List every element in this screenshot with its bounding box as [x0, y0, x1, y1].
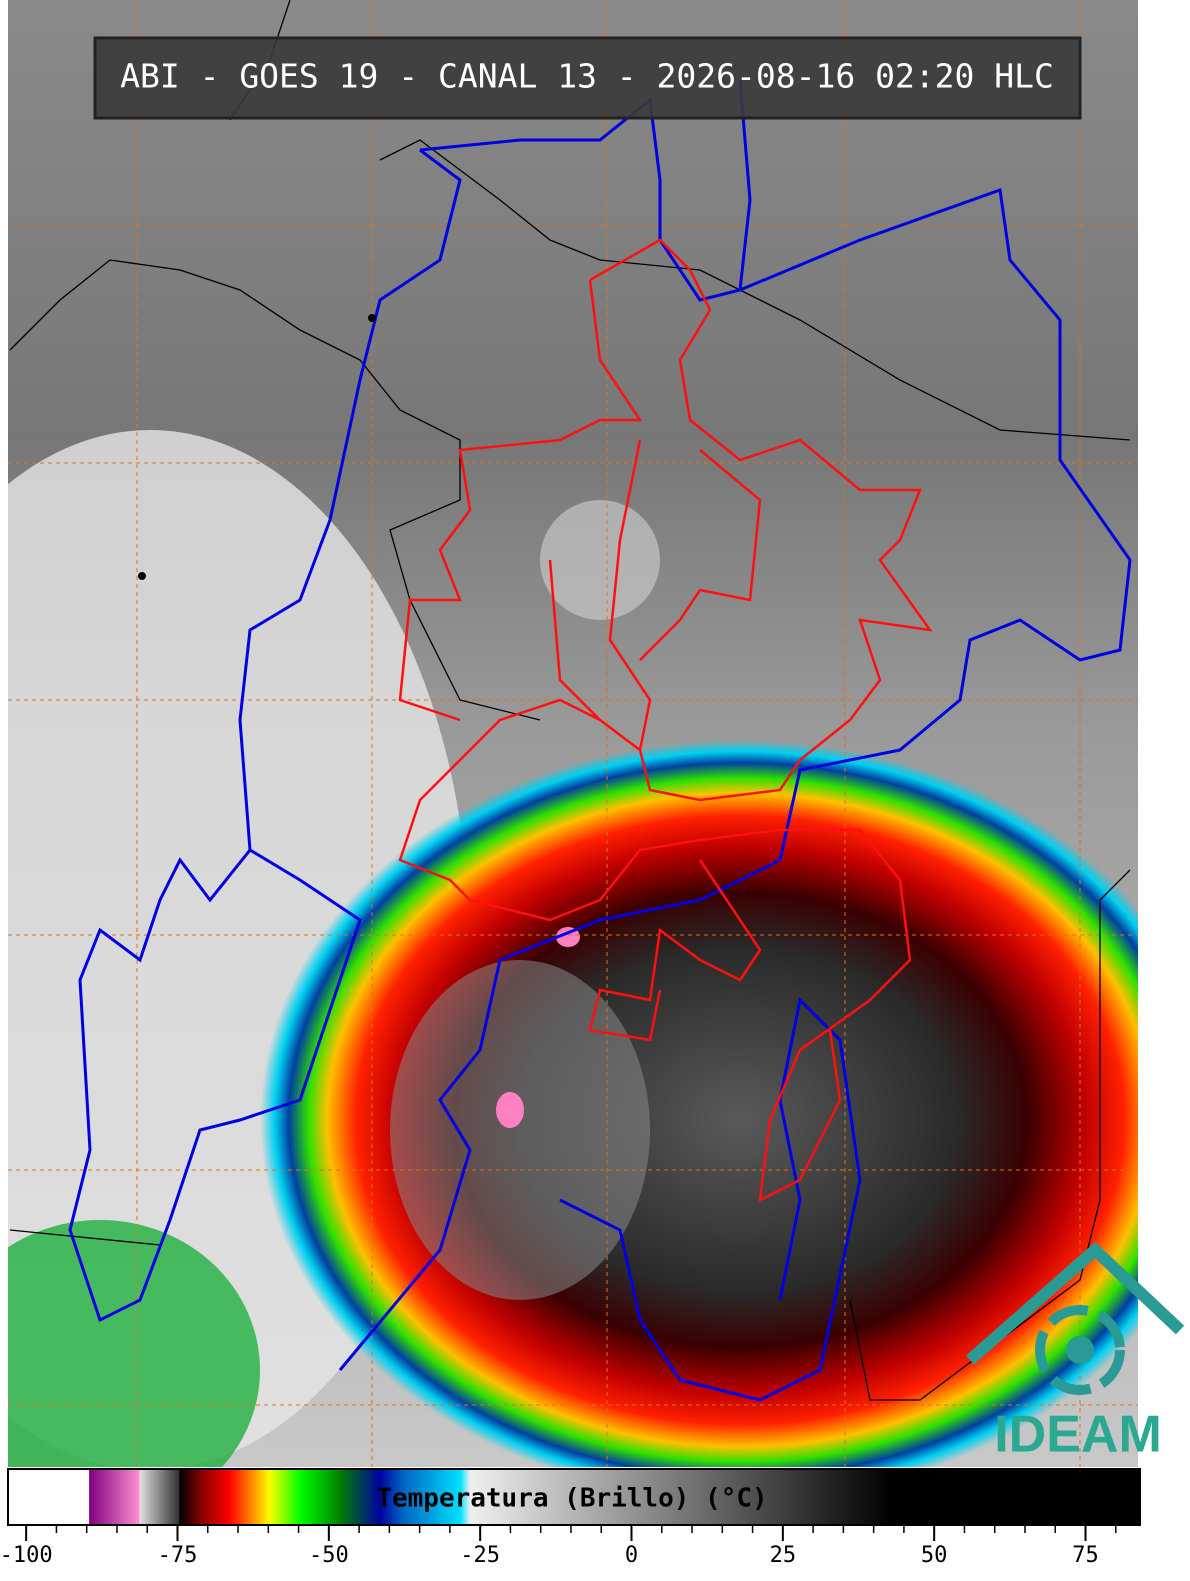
tick-label: 75 [1072, 1543, 1099, 1568]
colorbar-segment [460, 1469, 471, 1525]
department-borders [398, 238, 933, 1203]
colorbar-segment [269, 1469, 301, 1525]
colorbar-segment [250, 1469, 271, 1525]
colorbar-segment [469, 1469, 892, 1525]
colorbar-segment [299, 1469, 341, 1525]
tick-label: 0 [625, 1543, 638, 1568]
colorbar-segment [229, 1469, 251, 1525]
colorbar-segment [89, 1469, 140, 1525]
country-borders [9, 0, 1131, 1401]
colorbar-segment [179, 1469, 200, 1525]
colorbar-segment [401, 1469, 461, 1525]
tick-label: -25 [460, 1543, 500, 1568]
colorbar-segment [8, 1469, 90, 1525]
colorbar [8, 1469, 1141, 1525]
title-box [93, 36, 1082, 120]
admin-borders [68, 79, 1132, 1402]
colorbar-segment [199, 1469, 231, 1525]
logo: IDEAM [966, 1241, 1185, 1464]
colorbar-frame [7, 1468, 1141, 1526]
tick-label: 50 [921, 1543, 948, 1568]
title: ABI - GOES 19 - CANAL 13 - 2026-08-16 02… [120, 57, 1054, 96]
colorbar-segment [379, 1469, 402, 1525]
satellite-image [8, 0, 1138, 1467]
logo-text: IDEAM [994, 1406, 1162, 1464]
colorbar-segment [139, 1469, 180, 1525]
colorbar-segment [891, 1469, 1141, 1525]
tick-label: 25 [770, 1543, 797, 1568]
tick-label: -50 [309, 1543, 349, 1568]
colorbar-label: Temperatura (Brillo) (°C) [376, 1484, 767, 1514]
colorbar-segment [339, 1469, 381, 1525]
tick-label: -100 [0, 1543, 53, 1568]
tick-label: -75 [158, 1543, 198, 1568]
